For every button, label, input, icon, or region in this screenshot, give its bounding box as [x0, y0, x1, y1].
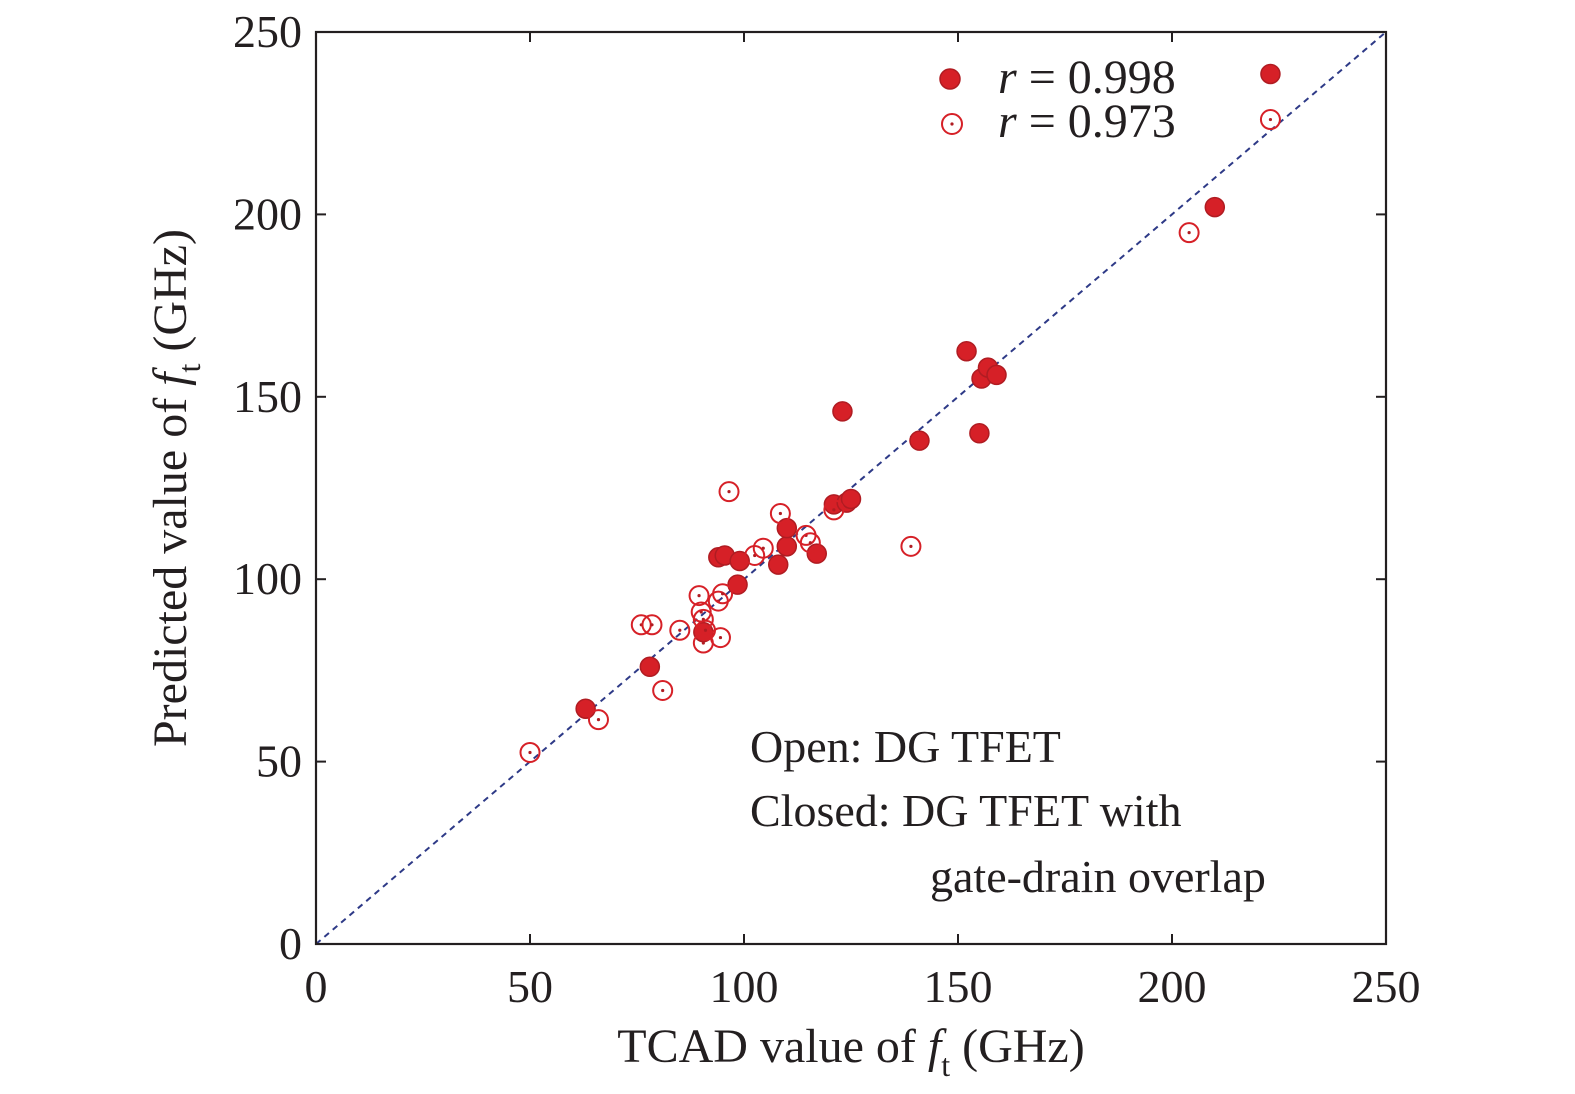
data-point-open: [712, 583, 734, 605]
data-point-open: [519, 741, 541, 763]
x-tick-label: 50: [507, 961, 553, 1012]
data-point-open: [1259, 109, 1281, 131]
data-point-open: [630, 614, 652, 636]
annotation-line-1: Open: DG TFET: [750, 721, 1061, 772]
data-point-open: [669, 619, 691, 641]
y-tick-label: 250: [233, 6, 302, 57]
data-point-filled: [840, 488, 862, 510]
data-point-open: [900, 535, 922, 557]
data-point-open: [652, 679, 674, 701]
y-axis-label-sub: t: [171, 363, 207, 372]
legend-entry-filled: r = 0.998: [998, 51, 1176, 104]
data-point-layer: [519, 63, 1281, 763]
y-tick-label: 100: [233, 553, 302, 604]
annotation: Open: DG TFET Closed: DG TFET with gate-…: [750, 721, 1266, 902]
x-tick-label: 0: [305, 961, 328, 1012]
y-tick-label: 150: [233, 371, 302, 422]
plot-frame: [314, 30, 1388, 946]
legend-filled-marker: [939, 68, 961, 90]
annotation-line-2: Closed: DG TFET with: [750, 785, 1182, 836]
y-tick-label: 200: [233, 188, 302, 239]
data-point-open: [769, 503, 791, 525]
data-point-filled: [909, 430, 930, 451]
data-point-open: [641, 614, 663, 636]
data-point-filled: [986, 364, 1007, 386]
x-axis-label-sub: t: [941, 1047, 950, 1083]
data-point-filled: [1204, 196, 1226, 218]
reference-line: [315, 31, 1387, 945]
x-tick-label: 250: [1352, 961, 1421, 1012]
data-point-filled: [639, 656, 661, 678]
data-point-filled: [806, 543, 828, 564]
legend: r = 0.998 r = 0.973: [939, 51, 1176, 148]
data-point-filled: [969, 423, 990, 444]
x-tick-label: 150: [924, 961, 993, 1012]
x-tick-label: 200: [1138, 961, 1207, 1012]
data-point-filled: [956, 340, 977, 362]
data-point-filled: [776, 536, 798, 557]
y-tick-label: 0: [279, 918, 302, 969]
data-point-open: [799, 532, 821, 554]
reference-line-layer: [315, 31, 1387, 945]
data-point-open: [709, 627, 731, 649]
data-point-open: [795, 524, 817, 546]
data-point-filled: [727, 574, 748, 595]
data-point-filled: [767, 554, 789, 575]
data-point-open: [688, 585, 710, 607]
data-point-open: [752, 537, 774, 559]
data-point-open: [718, 481, 740, 503]
y-tick-label: 50: [256, 736, 302, 787]
data-point-filled: [832, 401, 853, 422]
data-point-open: [587, 709, 609, 731]
legend-entry-open: r = 0.973: [998, 95, 1176, 148]
data-point-open: [823, 499, 845, 521]
data-point-filled: [1260, 63, 1281, 85]
data-point-open: [1178, 222, 1200, 244]
data-point-open: [707, 590, 729, 612]
x-tick-label: 100: [710, 961, 779, 1012]
annotation-line-3: gate-drain overlap: [930, 851, 1266, 902]
y-axis-label: Predicted value of ft (GHz): [144, 229, 207, 747]
legend-open-marker: [941, 113, 963, 135]
data-point-filled: [575, 698, 596, 719]
tick-layer: 0 50 100 150 200 250 0 50 100 150 200 250: [233, 6, 1421, 1012]
x-axis-label: TCAD value of ft (GHz): [617, 1020, 1084, 1083]
